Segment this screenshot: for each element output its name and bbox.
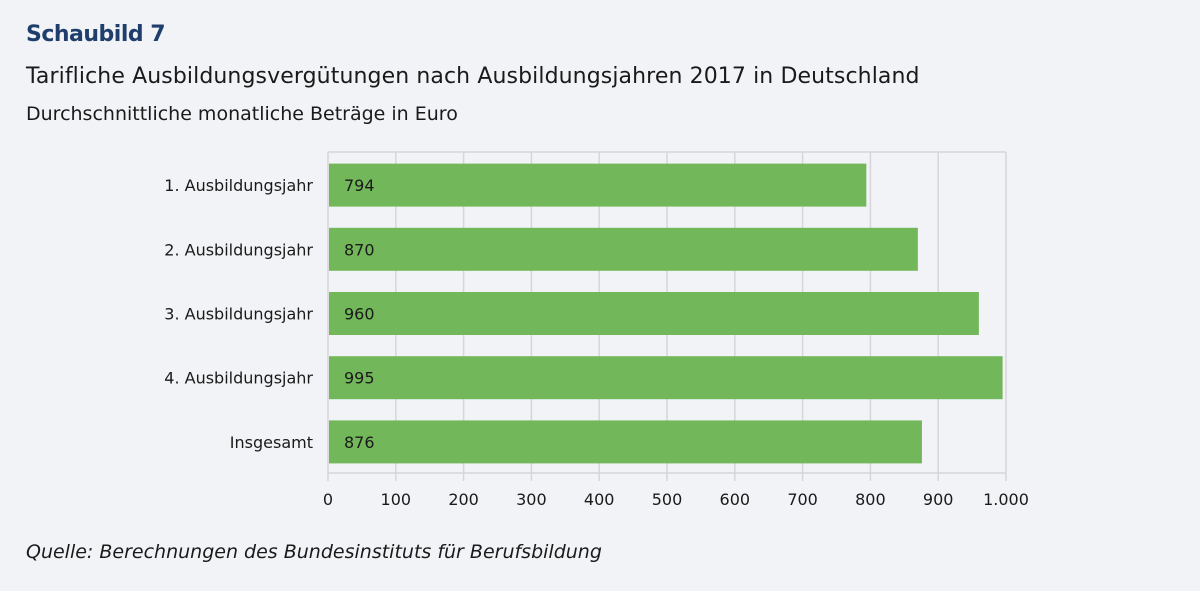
chart-title: Tarifliche Ausbildungsvergütungen nach A… bbox=[26, 64, 920, 89]
category-label: 2. Ausbildungsjahr bbox=[164, 240, 313, 259]
source-note: Quelle: Berechnungen des Bundesinstituts… bbox=[26, 541, 602, 563]
category-label: 1. Ausbildungsjahr bbox=[164, 176, 313, 195]
chart-subtitle: Durchschnittliche monatliche Beträge in … bbox=[26, 103, 458, 125]
category-label: 3. Ausbildungsjahr bbox=[164, 305, 313, 324]
x-tick-label: 1.000 bbox=[983, 490, 1029, 509]
bar bbox=[329, 163, 867, 207]
x-tick-label: 700 bbox=[787, 490, 818, 509]
data-label: 794 bbox=[344, 176, 375, 195]
x-tick-label: 0 bbox=[323, 490, 333, 509]
bar bbox=[329, 227, 918, 271]
x-tick-label: 800 bbox=[855, 490, 886, 509]
data-label: 960 bbox=[344, 305, 375, 324]
x-tick-label: 900 bbox=[923, 490, 954, 509]
x-tick-label: 500 bbox=[652, 490, 683, 509]
category-label: 4. Ausbildungsjahr bbox=[164, 369, 313, 388]
bar bbox=[329, 292, 979, 335]
bars: 794 870 960 995 876 bbox=[329, 163, 1003, 464]
x-tick-label: 100 bbox=[381, 490, 412, 509]
category-labels: 1. Ausbildungsjahr 2. Ausbildungsjahr 3. A… bbox=[164, 176, 313, 452]
x-tick-label: 300 bbox=[516, 490, 547, 509]
x-tick-label: 600 bbox=[720, 490, 751, 509]
x-tick-label: 400 bbox=[584, 490, 615, 509]
category-label: Insgesamt bbox=[230, 433, 313, 452]
data-label: 995 bbox=[344, 369, 375, 388]
data-label: 876 bbox=[344, 433, 375, 452]
figure-label: Schaubild 7 bbox=[26, 22, 166, 47]
x-tick-label: 200 bbox=[448, 490, 479, 509]
x-axis: 0 100 200 300 400 500 600 700 800 900 1.000 bbox=[323, 490, 1029, 509]
bar bbox=[329, 356, 1003, 400]
bar bbox=[329, 420, 922, 464]
data-label: 870 bbox=[344, 240, 375, 259]
